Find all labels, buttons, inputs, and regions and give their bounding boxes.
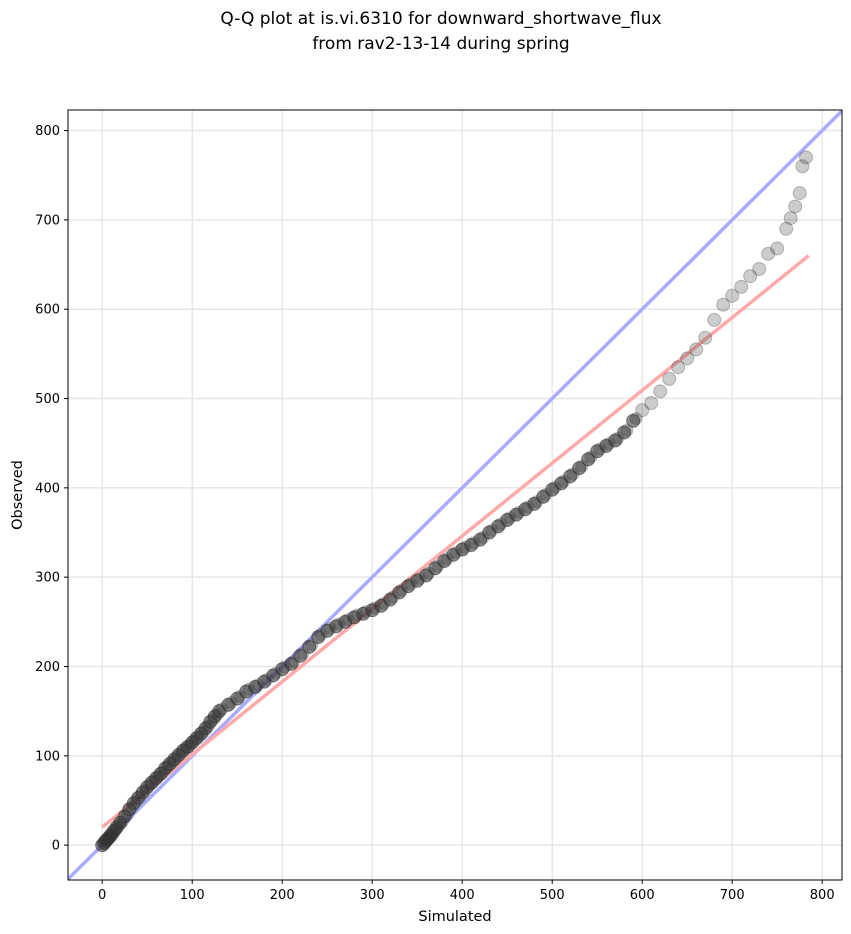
data-point [752, 262, 767, 277]
data-point [792, 186, 807, 201]
data-point [779, 221, 794, 236]
x-tick-label: 100 [180, 888, 205, 903]
data-point [626, 413, 641, 428]
x-tick-label: 500 [540, 888, 565, 903]
y-axis-label: Observed [10, 460, 26, 530]
data-point [788, 199, 803, 214]
x-tick-label: 700 [720, 888, 745, 903]
chart-title: Q-Q plot at is.vi.6310 for downward_shor… [220, 9, 661, 29]
axis-ticks: 0 100 200 300 400 500 600 700 800 0 100 200 300 400 50… [35, 124, 834, 903]
data-point [662, 371, 677, 386]
data-points [95, 150, 813, 853]
x-tick-label: 300 [360, 888, 385, 903]
x-tick-label: 800 [810, 888, 835, 903]
y-tick-label: 700 [35, 213, 60, 228]
data-point [293, 648, 308, 663]
data-point [572, 461, 587, 476]
x-tick-label: 0 [98, 888, 106, 903]
data-point [644, 395, 659, 410]
data-point [653, 384, 668, 399]
data-point [799, 150, 813, 165]
y-tick-label: 100 [35, 749, 60, 764]
data-point [680, 351, 695, 366]
data-point [617, 425, 632, 440]
data-point [581, 452, 596, 467]
data-point [302, 639, 317, 654]
data-point [761, 246, 776, 261]
data-point [734, 279, 749, 294]
data-point [783, 211, 798, 226]
x-axis-label: Simulated [418, 909, 491, 925]
y-tick-label: 300 [35, 571, 60, 586]
y-tick-label: 400 [35, 481, 60, 496]
data-point [629, 412, 643, 426]
chart-subtitle: from rav2-13-14 during spring [312, 34, 569, 54]
one-to-one-line [68, 110, 842, 880]
y-tick-label: 0 [52, 839, 60, 854]
plot-frame [67, 109, 843, 881]
data-point [707, 312, 722, 327]
y-tick-label: 500 [35, 392, 60, 407]
x-tick-label: 600 [630, 888, 655, 903]
y-tick-label: 600 [35, 303, 60, 318]
data-point [698, 330, 713, 345]
data-point [563, 469, 578, 484]
data-point [635, 403, 650, 418]
grid [68, 110, 842, 880]
data-point [608, 433, 623, 448]
data-point [743, 269, 758, 284]
x-tick-label: 400 [450, 888, 475, 903]
data-point [795, 159, 810, 174]
data-point [689, 342, 704, 357]
y-tick-label: 800 [35, 124, 60, 139]
fit-line [101, 254, 810, 829]
data-point [716, 297, 731, 312]
data-point [284, 656, 299, 671]
data-point [725, 288, 740, 303]
y-tick-label: 200 [35, 660, 60, 675]
data-point [671, 360, 686, 375]
x-tick-label: 200 [270, 888, 295, 903]
data-point [770, 241, 785, 256]
